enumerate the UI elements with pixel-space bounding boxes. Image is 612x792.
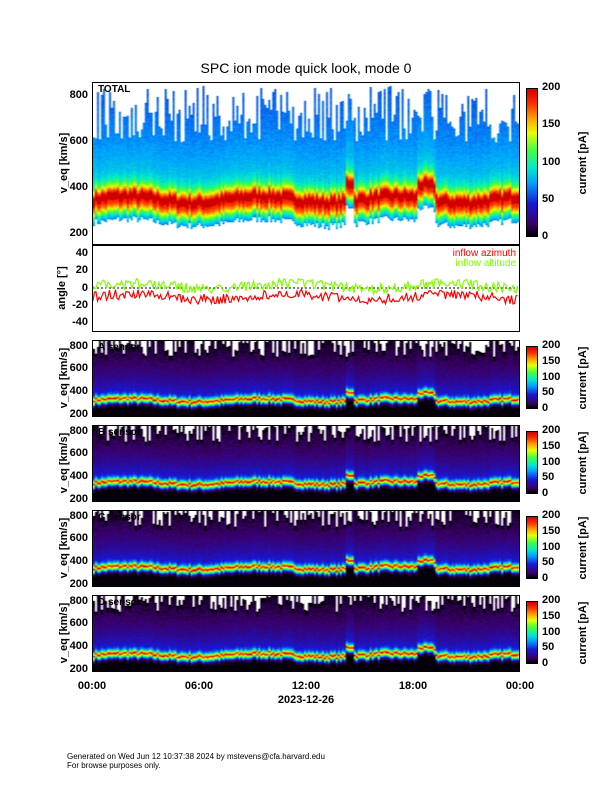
spectrogram-total (93, 83, 519, 244)
x-tick-label: 00:00 (77, 680, 107, 692)
panel-a-sensor (92, 340, 520, 417)
panel-c-sensor (92, 510, 520, 587)
series-inflow-azimuth (93, 288, 518, 306)
colorbar-a-sensor (526, 346, 538, 409)
y-tick-label: 200 (69, 577, 88, 590)
colorbar-tick-label: 0 (542, 487, 549, 499)
colorbar-tick-label: 50 (542, 386, 555, 399)
y-axis-title: v_eq [km/s] (58, 432, 70, 493)
panel-tag: D sensor (98, 597, 141, 608)
colorbar-tick-label: 200 (542, 81, 561, 93)
y-tick-label: 800 (69, 339, 88, 352)
colorbar-title: current [pA] (577, 346, 589, 409)
colorbar-c-sensor (526, 516, 538, 579)
panel-tag: C sensor (98, 512, 141, 523)
colorbar-tick-label: 0 (542, 402, 549, 414)
y-axis-title: v_eq [km/s] (58, 347, 70, 408)
panel-tag: A sensor (98, 342, 141, 353)
x-axis-date: 2023-12-26 (277, 694, 335, 706)
colorbar-tick-label: 0 (542, 572, 549, 584)
colorbar-tick-label: 200 (542, 594, 561, 606)
y-tick-label: -20 (72, 298, 88, 311)
colorbar-tick-label: 100 (542, 155, 561, 168)
colorbar-tick-label: 150 (542, 609, 561, 622)
footer-generated: Generated on Wed Jun 12 10:37:38 2024 by… (67, 752, 325, 761)
footer-disclaimer: For browse purposes only. (67, 761, 161, 770)
panel-angle (92, 245, 520, 332)
colorbar-tick-label: 50 (542, 641, 555, 654)
colorbar-d-sensor (526, 601, 538, 664)
y-axis-title: angle [°] (56, 265, 68, 310)
colorbar-tick-label: 100 (542, 370, 561, 383)
y-tick-label: 0 (81, 281, 88, 294)
panel-tag: B sensor (98, 427, 141, 438)
y-tick-label: 600 (69, 447, 88, 460)
colorbar-tick-label: 100 (542, 540, 561, 553)
colorbar-tick-label: 150 (542, 118, 561, 131)
y-tick-label: 600 (69, 362, 88, 375)
angle-plot (93, 277, 518, 306)
y-tick-label: 600 (69, 134, 88, 147)
y-tick-label: 600 (69, 617, 88, 630)
y-tick-label: 800 (69, 424, 88, 437)
plot-title: SPC ion mode quick look, mode 0 (200, 60, 412, 76)
colorbar-tick-label: 150 (542, 524, 561, 537)
y-tick-label: 800 (69, 594, 88, 607)
y-axis-title: v_eq [km/s] (58, 602, 70, 663)
y-tick-label: 400 (69, 385, 88, 398)
series-inflow-altitude (93, 277, 518, 297)
spectrogram-c-sensor (93, 511, 519, 586)
x-tick-label: 12:00 (291, 680, 321, 692)
legend-inflow-altitude: inflow altitude (455, 258, 516, 269)
x-tick-label: 00:00 (505, 680, 535, 692)
colorbar-tick-label: 100 (542, 625, 561, 638)
y-tick-label: 400 (69, 555, 88, 568)
spectrogram-b-sensor (93, 426, 519, 501)
y-tick-label: 400 (69, 470, 88, 483)
colorbar-tick-label: 200 (542, 339, 561, 351)
spectrogram-a-sensor (93, 341, 519, 416)
colorbar-tick-label: 50 (542, 556, 555, 569)
colorbar-tick-label: 150 (542, 354, 561, 367)
colorbar-title: current [pA] (577, 431, 589, 494)
colorbar-total (526, 88, 538, 237)
y-tick-label: 800 (69, 88, 88, 101)
spectrogram-d-sensor (93, 596, 519, 671)
panel-total (92, 82, 520, 245)
y-tick-label: 400 (69, 180, 88, 193)
y-tick-label: 400 (69, 640, 88, 653)
y-tick-label: 20 (75, 264, 88, 277)
y-tick-label: 800 (69, 509, 88, 522)
colorbar-title: current [pA] (577, 601, 589, 664)
y-tick-label: 200 (69, 226, 88, 239)
y-axis-title: v_eq [km/s] (58, 517, 70, 578)
colorbar-tick-label: 0 (542, 657, 549, 669)
colorbar-tick-label: 50 (542, 471, 555, 484)
colorbar-tick-label: 0 (542, 230, 549, 242)
y-tick-label: 200 (69, 662, 88, 675)
colorbar-tick-label: 100 (542, 455, 561, 468)
panel-b-sensor (92, 425, 520, 502)
y-tick-label: 200 (69, 407, 88, 420)
colorbar-title: current [pA] (577, 131, 589, 194)
y-tick-label: 40 (75, 246, 88, 259)
colorbar-tick-label: 150 (542, 439, 561, 452)
colorbar-tick-label: 50 (542, 192, 555, 205)
y-tick-label: 600 (69, 532, 88, 545)
colorbar-b-sensor (526, 431, 538, 494)
panel-tag: TOTAL (98, 84, 131, 95)
colorbar-tick-label: 200 (542, 424, 561, 436)
y-axis-title: v_eq [km/s] (58, 132, 70, 193)
y-tick-label: 200 (69, 492, 88, 505)
x-tick-label: 06:00 (184, 680, 214, 692)
colorbar-tick-label: 200 (542, 509, 561, 521)
y-tick-label: -40 (72, 316, 88, 329)
legend-inflow-azimuth: inflow azimuth (452, 248, 516, 259)
x-tick-label: 18:00 (398, 680, 428, 692)
colorbar-title: current [pA] (577, 516, 589, 579)
panel-d-sensor (92, 595, 520, 672)
